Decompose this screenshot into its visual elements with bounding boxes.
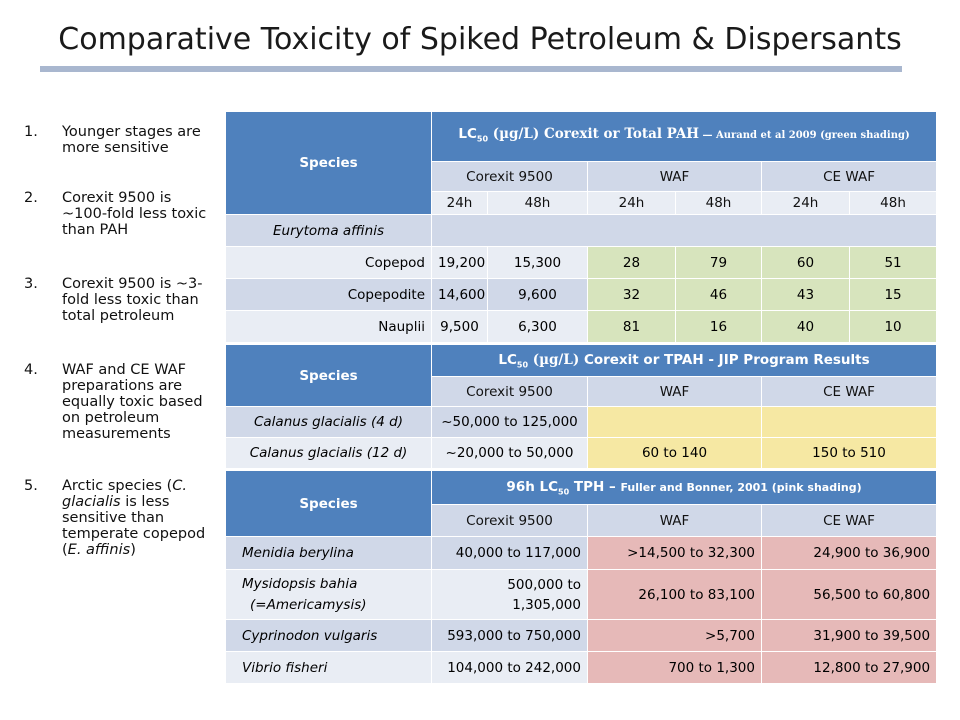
- group-header: Corexit 9500: [431, 504, 588, 537]
- cell: ~50,000 to 125,000: [431, 406, 588, 438]
- cell: 700 to 1,300: [587, 651, 762, 684]
- time-header: 24h: [431, 191, 488, 215]
- cell: 79: [675, 246, 762, 279]
- cell: ~20,000 to 50,000: [431, 437, 588, 469]
- jip-toxicity-table: Species LC50 (µg/L) Corexit or TPAH - JI…: [225, 344, 938, 469]
- lc50-header: LC50 (µg/L) Corexit or Total PAH — Auran…: [430, 111, 938, 162]
- cell: 150 to 510: [760, 437, 938, 469]
- time-header: 24h: [587, 191, 676, 215]
- section-label: Eurytoma affinis: [225, 214, 432, 247]
- findings-list: 1. Younger stages are more sensitive 2. …: [24, 124, 220, 558]
- row-label: Nauplii: [225, 310, 432, 343]
- finding-text: Corexit 9500 is ~100-fold less toxic tha…: [62, 190, 207, 238]
- table-row: Copepodite 14,600 9,600 32 46 43 15: [225, 278, 938, 311]
- cell: 31,900 to 39,500: [760, 619, 938, 652]
- species-header: Species: [225, 470, 432, 537]
- cell: 46: [675, 278, 762, 311]
- cell: 81: [587, 310, 676, 343]
- row-label: Menidia berylina: [225, 536, 432, 570]
- finding-number: 4.: [24, 362, 38, 378]
- finding-number: 5.: [24, 478, 38, 494]
- table-row: Calanus glacialis (4 d) ~50,000 to 125,0…: [225, 406, 938, 438]
- section-fill: [430, 214, 938, 247]
- cell: 9,500: [431, 310, 488, 343]
- finding-item: 3. Corexit 9500 is ~3-fold less toxic th…: [24, 276, 220, 324]
- group-header: CE WAF: [760, 161, 938, 192]
- cell: 16: [675, 310, 762, 343]
- group-header: CE WAF: [760, 376, 938, 407]
- finding-number: 1.: [24, 124, 38, 140]
- cell: [587, 406, 762, 438]
- finding-number: 3.: [24, 276, 38, 292]
- table-row: Menidia berylina 40,000 to 117,000 >14,5…: [225, 536, 938, 570]
- row-label: Mysidopsis bahia (=Americamysis): [225, 569, 432, 620]
- species-header: Species: [225, 344, 432, 407]
- group-header: WAF: [587, 161, 762, 192]
- lc50-header: LC50 (µg/L) Corexit or TPAH - JIP Progra…: [430, 344, 938, 377]
- group-header: Corexit 9500: [431, 161, 588, 192]
- cell: 15: [848, 278, 938, 311]
- time-header: 48h: [487, 191, 588, 215]
- species-header: Species: [225, 111, 432, 215]
- lc50-header: 96h LC50 TPH – Fuller and Bonner, 2001 (…: [430, 470, 938, 505]
- finding-item: 1. Younger stages are more sensitive: [24, 124, 220, 156]
- cell: 56,500 to 60,800: [760, 569, 938, 620]
- page-title: Comparative Toxicity of Spiked Petroleum…: [58, 22, 902, 57]
- group-header: WAF: [587, 376, 762, 407]
- group-header: CE WAF: [760, 504, 938, 537]
- cell: 60 to 140: [587, 437, 762, 469]
- cell: 593,000 to 750,000: [431, 619, 588, 652]
- cell: 26,100 to 83,100: [587, 569, 762, 620]
- cell: 60: [761, 246, 850, 279]
- cell: 40: [761, 310, 850, 343]
- table-row: Cyprinodon vulgaris 593,000 to 750,000 >…: [225, 619, 938, 652]
- row-label: Vibrio fisheri: [225, 651, 432, 684]
- cell: >5,700: [587, 619, 762, 652]
- row-label: Copepod: [225, 246, 432, 279]
- time-header: 48h: [848, 191, 938, 215]
- finding-text: Corexit 9500 is ~3-fold less toxic than …: [62, 276, 203, 324]
- cell: 14,600: [431, 278, 488, 311]
- cell: >14,500 to 32,300: [587, 536, 762, 570]
- title-underline: [40, 66, 902, 72]
- cell: 51: [848, 246, 938, 279]
- row-label: Cyprinodon vulgaris: [225, 619, 432, 652]
- finding-item: 5. Arctic species (C. glacialis is less …: [24, 478, 220, 558]
- cell: 28: [587, 246, 676, 279]
- finding-text: Arctic species (C. glacialis is less sen…: [62, 478, 206, 558]
- table-row: Vibrio fisheri 104,000 to 242,000 700 to…: [225, 651, 938, 684]
- cell: 6,300: [487, 310, 588, 343]
- cell: 500,000 to 1,305,000: [431, 569, 588, 620]
- row-label: Calanus glacialis (12 d): [225, 437, 432, 469]
- table-row: Calanus glacialis (12 d) ~20,000 to 50,0…: [225, 437, 938, 469]
- fuller-bonner-toxicity-table: Species 96h LC50 TPH – Fuller and Bonner…: [225, 470, 938, 684]
- finding-text: Younger stages are more sensitive: [62, 124, 201, 156]
- row-label: Calanus glacialis (4 d): [225, 406, 432, 438]
- cell: 10: [848, 310, 938, 343]
- finding-item: 4. WAF and CE WAF preparations are equal…: [24, 362, 220, 442]
- group-header: WAF: [587, 504, 762, 537]
- cell: 32: [587, 278, 676, 311]
- cell: 43: [761, 278, 850, 311]
- table-row: Nauplii 9,500 6,300 81 16 40 10: [225, 310, 938, 343]
- cell: 104,000 to 242,000: [431, 651, 588, 684]
- table-row: Mysidopsis bahia (=Americamysis) 500,000…: [225, 569, 938, 620]
- cell: 40,000 to 117,000: [431, 536, 588, 570]
- cell: [760, 406, 938, 438]
- cell: 24,900 to 36,900: [760, 536, 938, 570]
- time-header: 24h: [761, 191, 850, 215]
- row-label: Copepodite: [225, 278, 432, 311]
- time-header: 48h: [675, 191, 762, 215]
- cell: 12,800 to 27,900: [760, 651, 938, 684]
- cell: 19,200: [431, 246, 488, 279]
- cell: 15,300: [487, 246, 588, 279]
- finding-number: 2.: [24, 190, 38, 206]
- finding-text: WAF and CE WAF preparations are equally …: [62, 362, 203, 442]
- cell: 9,600: [487, 278, 588, 311]
- finding-item: 2. Corexit 9500 is ~100-fold less toxic …: [24, 190, 220, 238]
- group-header: Corexit 9500: [431, 376, 588, 407]
- table-row: Copepod 19,200 15,300 28 79 60 51: [225, 246, 938, 279]
- aurand-toxicity-table: Species LC50 (µg/L) Corexit or Total PAH…: [225, 111, 938, 343]
